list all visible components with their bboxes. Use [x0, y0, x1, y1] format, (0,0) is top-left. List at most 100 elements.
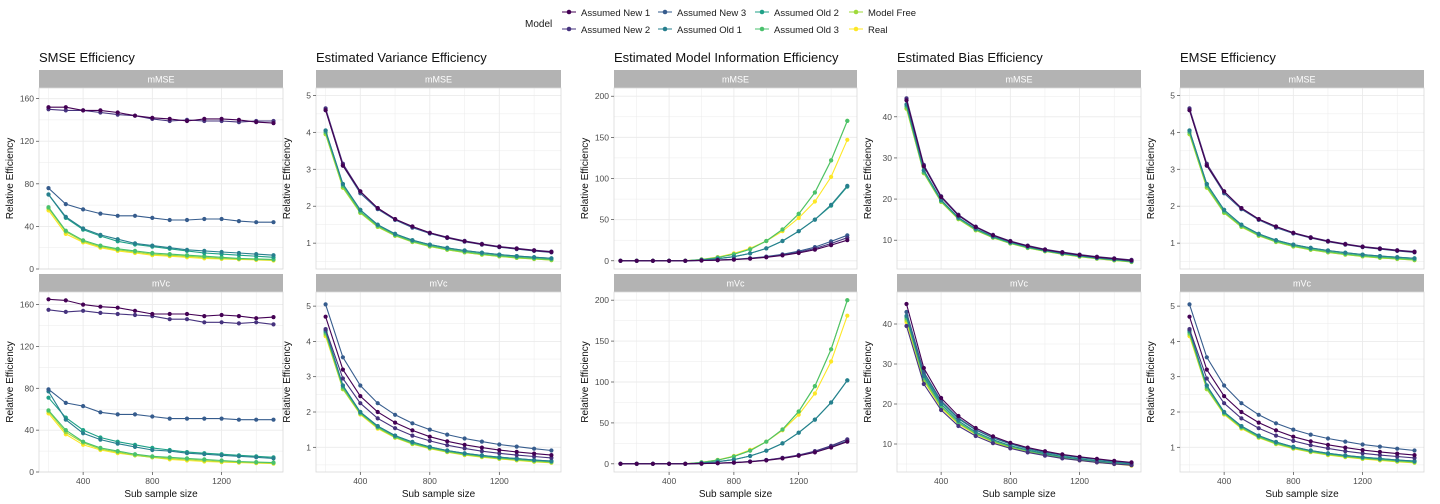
facet-strip-label: mMSE [722, 75, 749, 85]
data-point [1204, 367, 1209, 372]
data-point [1256, 433, 1261, 438]
series-line [48, 388, 274, 421]
data-point [845, 238, 850, 243]
series-line [1188, 130, 1415, 259]
data-point [715, 461, 720, 466]
x-tick-label: 800 [1286, 476, 1300, 486]
data-point [829, 243, 834, 248]
data-point [796, 229, 801, 234]
series-assumed-old-1 [46, 192, 276, 258]
series-assumed-new-3 [323, 302, 554, 453]
series-line [905, 325, 1132, 466]
data-point [236, 321, 241, 326]
chart-estimated-variance-efficiency: Estimated Variance Efficiency mMSE 1 2 3 4 5 Re… [282, 50, 562, 500]
data-point [1377, 453, 1382, 458]
legend-entry-assumed-new-3: Assumed New 3 [658, 8, 746, 19]
data-point [497, 455, 502, 460]
data-point [1077, 454, 1082, 459]
data-point [497, 448, 502, 453]
data-point [715, 258, 720, 263]
series-line [1188, 316, 1415, 456]
data-point [340, 376, 345, 381]
data-point [150, 454, 155, 459]
y-tick-label: 50 [600, 215, 610, 225]
data-point [184, 253, 190, 258]
chart-emse-efficiency: EMSE Efficiency mMSE 1 2 3 4 5 Relative Efficie… [1146, 50, 1425, 500]
x-tick-label: 1200 [490, 476, 509, 486]
data-point [514, 456, 519, 461]
data-point [479, 449, 484, 454]
data-point [1325, 442, 1331, 447]
legend-entry-assumed-old-2: Assumed Old 2 [755, 8, 839, 19]
data-point [271, 315, 276, 320]
legend-label: Assumed New 2 [581, 25, 650, 36]
series-assumed-old-1 [323, 128, 554, 261]
chart-title: EMSE Efficiency [1180, 50, 1276, 65]
data-point [904, 301, 909, 307]
chart-estimated-model-information-efficiency: Estimated Model Information Efficiency mM… [580, 50, 858, 500]
y-tick-label: 0 [604, 459, 609, 469]
data-point [1256, 420, 1261, 425]
data-point [764, 458, 769, 463]
panel-mmse: mMSE 10 20 30 40 Relative Efficiency [863, 70, 1142, 270]
legend: Model Assumed New 1 Assumed New 2 Assumed … [525, 8, 916, 36]
x-axis-label: Sub sample size [402, 489, 476, 500]
data-point [532, 446, 537, 451]
data-point [1273, 224, 1279, 229]
data-point [81, 207, 86, 212]
data-point [323, 128, 328, 133]
data-point [46, 307, 51, 312]
data-point [254, 320, 259, 325]
data-point [549, 459, 554, 464]
legend-label: Model Free [868, 8, 916, 19]
data-point [956, 413, 961, 419]
data-point [236, 117, 241, 122]
panel-background [39, 292, 283, 472]
data-point [358, 394, 363, 399]
data-point [1325, 239, 1331, 244]
facet-strip [1180, 274, 1424, 292]
panel-border [38, 291, 284, 473]
data-point [358, 189, 363, 194]
data-point [427, 434, 432, 439]
legend-entry-model-free: Model Free [849, 8, 916, 19]
y-tick-label: 160 [20, 94, 34, 104]
data-point [1308, 439, 1313, 444]
data-point [115, 305, 120, 310]
y-axis-label: Relative Efficiency [580, 138, 591, 220]
panel-mmse: mMSE 0 40 80 120 160 Relative Efficiency [5, 70, 284, 274]
data-point [132, 241, 138, 246]
data-point [634, 258, 639, 263]
data-point [780, 253, 785, 258]
data-point [1412, 453, 1417, 458]
y-tick-label: 4 [306, 336, 311, 346]
y-tick-label: 5 [1170, 301, 1175, 311]
legend-label: Assumed Old 1 [677, 25, 742, 36]
data-point [1222, 383, 1227, 388]
data-point [167, 416, 172, 421]
y-tick-label: 0 [29, 467, 34, 477]
series-assumed-new-2 [323, 327, 554, 460]
facet-strip-label: mVc [1293, 279, 1312, 289]
data-point [1273, 428, 1279, 433]
data-point [990, 434, 996, 439]
series-line [325, 328, 552, 459]
y-axis-label: Relative Efficiency [1146, 341, 1157, 423]
data-point [1273, 433, 1279, 438]
data-point [514, 444, 519, 449]
data-point [904, 309, 909, 315]
data-point [845, 313, 850, 318]
data-point [132, 452, 138, 457]
series-line [325, 304, 552, 452]
data-point [479, 453, 484, 458]
data-point [115, 449, 120, 454]
data-point [796, 215, 801, 221]
series-line [1188, 304, 1415, 452]
series-assumed-new-3 [1187, 302, 1417, 453]
data-point [236, 256, 241, 261]
facet-strip-label: mMSE [1289, 75, 1316, 85]
data-point [98, 410, 103, 415]
data-point [1395, 451, 1400, 456]
data-point [1222, 401, 1227, 406]
data-point [132, 312, 138, 318]
